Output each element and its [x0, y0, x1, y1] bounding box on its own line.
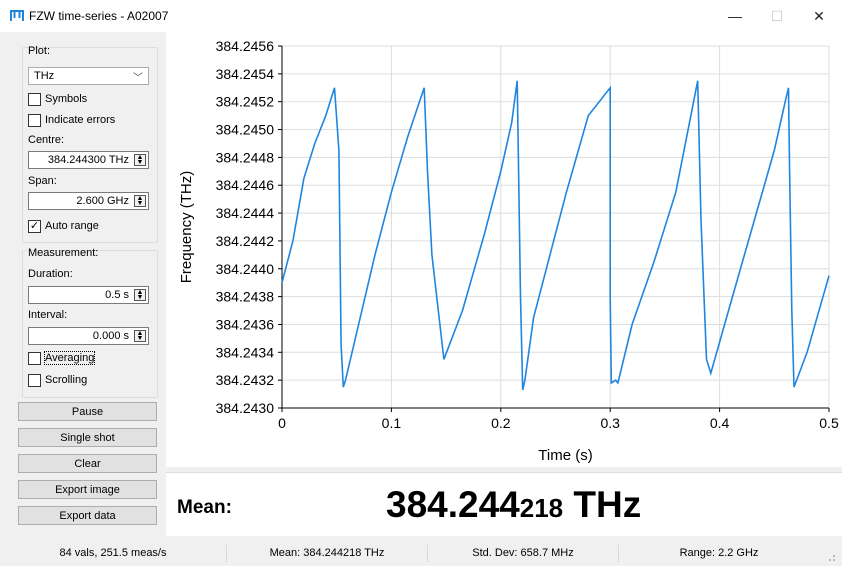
- span-value: 2.600 GHz: [76, 195, 129, 207]
- minimize-button[interactable]: —: [728, 8, 742, 24]
- status-bar: 84 vals, 251.5 meas/s Mean: 384.244218 T…: [0, 540, 842, 566]
- close-button[interactable]: ✕: [813, 7, 825, 24]
- symbols-checkbox[interactable]: Symbols: [28, 91, 87, 107]
- measurement-group: [22, 250, 158, 398]
- x-tick-label: 0.5: [819, 415, 839, 431]
- plot-group-title: Plot:: [28, 45, 51, 57]
- single-shot-button[interactable]: Single shot: [18, 428, 157, 447]
- x-axis-label: Time (s): [538, 447, 592, 464]
- mean-value-small: 218: [519, 493, 564, 523]
- y-tick-label: 384.2454: [216, 66, 275, 82]
- title-bar: FZW time-series - A02007 — ☐ ✕: [0, 0, 842, 32]
- span-spinbox[interactable]: 2.600 GHz ▲ ▼: [28, 192, 149, 210]
- duration-value: 0.5 s: [105, 289, 129, 301]
- scrolling-label: Scrolling: [45, 374, 88, 386]
- x-tick-label: 0: [278, 415, 286, 431]
- averaging-checkbox[interactable]: Averaging: [28, 350, 96, 366]
- status-mean: Mean: 384.244218 THz: [269, 547, 385, 559]
- control-sidebar: Plot: THz ﹀ Symbols Indicate errors Cent…: [0, 32, 166, 540]
- y-tick-label: 384.2434: [216, 344, 275, 360]
- status-separator: [618, 545, 619, 562]
- clear-button[interactable]: Clear: [18, 454, 157, 473]
- y-tick-label: 384.2432: [216, 372, 275, 388]
- spin-arrows-icon[interactable]: ▲ ▼: [134, 289, 146, 301]
- symbols-label: Symbols: [45, 93, 88, 105]
- span-label: Span:: [28, 175, 57, 187]
- plot-group: [22, 47, 158, 243]
- checkmark-icon[interactable]: ✓: [28, 219, 41, 233]
- averaging-label: Averaging: [43, 351, 96, 365]
- y-axis-label: Frequency (THz): [178, 171, 195, 284]
- y-tick-label: 384.2450: [216, 122, 275, 138]
- chevron-down-icon: ﹀: [133, 73, 143, 84]
- resize-grip-icon[interactable]: [826, 552, 836, 562]
- scrolling-checkbox-box[interactable]: [28, 373, 41, 387]
- mean-label: Mean:: [177, 497, 232, 518]
- x-tick-label: 0.2: [491, 415, 511, 431]
- measurement-group-title: Measurement:: [28, 247, 99, 259]
- y-tick-label: 384.2436: [216, 316, 275, 332]
- spin-arrows-icon[interactable]: ▲ ▼: [134, 195, 146, 207]
- maximize-button[interactable]: ☐: [770, 7, 784, 24]
- auto-range-label: Auto range: [45, 220, 99, 232]
- interval-value: 0.000 s: [92, 330, 129, 342]
- status-range: Range: 2.2 GHz: [679, 547, 759, 559]
- spin-arrows-icon[interactable]: ▲ ▼: [134, 154, 146, 166]
- y-tick-label: 384.2456: [216, 38, 275, 54]
- averaging-checkbox-box[interactable]: [28, 351, 41, 365]
- y-tick-label: 384.2438: [216, 289, 275, 305]
- x-tick-label: 0.4: [710, 415, 730, 431]
- status-separator: [226, 545, 227, 562]
- interval-spinbox[interactable]: 0.000 s ▲ ▼: [28, 327, 149, 345]
- status-separator: [427, 545, 428, 562]
- status-vals: 84 vals, 251.5 meas/s: [59, 547, 167, 559]
- plot-area[interactable]: 384.2430 384.2432 384.2434 384.2436 384.2438…: [166, 32, 842, 467]
- y-tick-label: 384.2444: [216, 205, 275, 221]
- export-data-button[interactable]: Export data: [18, 506, 157, 525]
- unit-select-value: THz: [34, 70, 55, 82]
- pause-button[interactable]: Pause: [18, 402, 157, 421]
- scrolling-checkbox[interactable]: Scrolling: [28, 372, 87, 388]
- indicate-errors-checkbox-box[interactable]: [28, 113, 41, 127]
- indicate-errors-checkbox[interactable]: Indicate errors: [28, 112, 115, 128]
- mean-panel: Mean: 384.244218 THz: [166, 472, 842, 536]
- symbols-checkbox-box[interactable]: [28, 92, 41, 106]
- centre-label: Centre:: [28, 134, 65, 146]
- mean-value-main: 384.244: [386, 484, 520, 525]
- y-tick-label: 384.2452: [216, 94, 275, 110]
- spin-arrows-icon[interactable]: ▲ ▼: [134, 330, 146, 342]
- window-title: FZW time-series - A02007: [29, 9, 169, 23]
- interval-label: Interval:: [28, 309, 68, 321]
- duration-label: Duration:: [28, 268, 73, 280]
- duration-spinbox[interactable]: 0.5 s ▲ ▼: [28, 286, 149, 304]
- x-tick-label: 0.1: [382, 415, 402, 431]
- auto-range-checkbox[interactable]: ✓ Auto range: [28, 218, 99, 234]
- y-tick-label: 384.2448: [216, 149, 275, 165]
- time-series-chart[interactable]: 384.2430 384.2432 384.2434 384.2436 384.2438…: [166, 32, 842, 467]
- mean-value: 384.244218 THz: [386, 484, 641, 526]
- mean-value-unit: THz: [563, 484, 642, 525]
- y-tick-label: 384.2442: [216, 233, 275, 249]
- y-tick-label: 384.2430: [216, 400, 275, 416]
- y-tick-label: 384.2440: [216, 261, 275, 277]
- status-stddev: Std. Dev: 658.7 MHz: [472, 547, 574, 559]
- export-image-button[interactable]: Export image: [18, 480, 157, 499]
- app-logo-icon: [10, 10, 24, 21]
- indicate-errors-label: Indicate errors: [45, 114, 116, 126]
- unit-select[interactable]: THz ﹀: [28, 67, 149, 85]
- y-tick-label: 384.2446: [216, 177, 275, 193]
- centre-spinbox[interactable]: 384.244300 THz ▲ ▼: [28, 151, 149, 169]
- centre-value: 384.244300 THz: [47, 154, 129, 166]
- frequency-series-line: [281, 80, 830, 391]
- x-tick-label: 0.3: [600, 415, 620, 431]
